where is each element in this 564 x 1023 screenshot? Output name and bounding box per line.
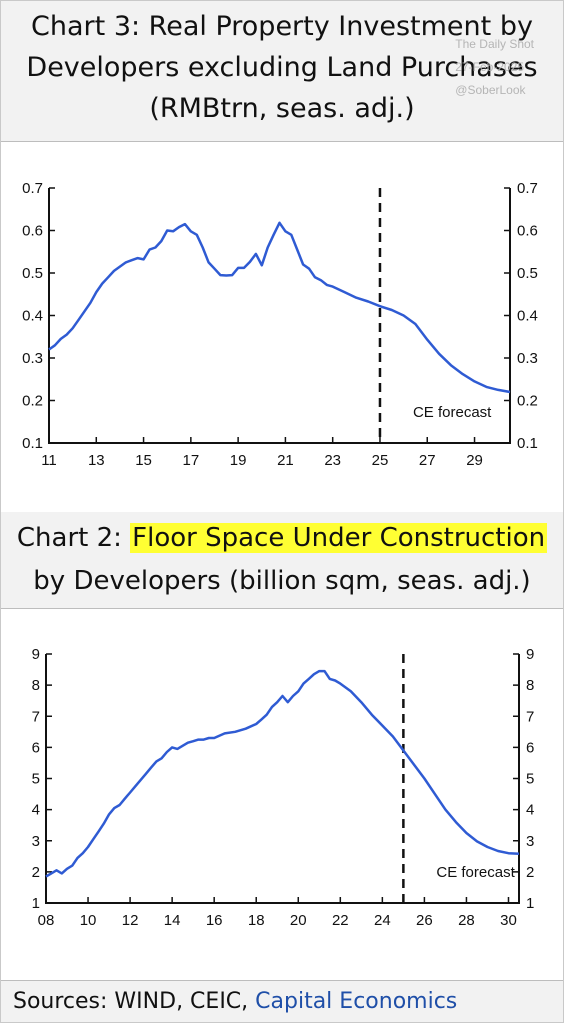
- y-tick-label-right: 7: [526, 708, 534, 725]
- y-tick-label-right: 6: [526, 739, 534, 756]
- sources-prefix: Sources: WIND, CEIC,: [13, 989, 256, 1014]
- y-tick-label-left: 0.2: [22, 393, 43, 410]
- series-line: [45, 669, 520, 878]
- y-tick-label-left: 6: [32, 739, 40, 756]
- y-tick-label-left: 0.3: [22, 350, 43, 367]
- chart-title-line-3: (RMBtrn, seas. adj.): [149, 93, 415, 124]
- y-tick-label-left: 1: [32, 895, 40, 912]
- y-tick-label-right: 0.3: [517, 350, 538, 367]
- y-tick-label-right: 5: [526, 771, 534, 788]
- chart-panel-floor-space: Chart 2: Floor Space Under Construction …: [1, 512, 563, 978]
- chart-title-highlight: Floor Space Under Construction: [130, 523, 548, 553]
- y-tick-label-right: 0.7: [517, 180, 538, 197]
- x-tick-label: 28: [458, 912, 475, 929]
- chart-title-line-2: by Developers (billion sqm, seas. adj.): [33, 566, 531, 596]
- y-tick-label-left: 0.6: [22, 223, 43, 240]
- chart-title-floor-space: Chart 2: Floor Space Under Construction …: [1, 512, 563, 609]
- x-tick-label: 30: [500, 912, 517, 929]
- y-tick-label-left: 8: [32, 677, 40, 694]
- chart-title-investment: Chart 3: Real Property Investment by Dev…: [1, 1, 563, 142]
- x-tick-label: 29: [466, 452, 483, 469]
- x-tick-label: 27: [419, 452, 436, 469]
- y-tick-label-left: 2: [32, 864, 40, 881]
- x-tick-label: 15: [135, 452, 152, 469]
- x-tick-label: 13: [88, 452, 105, 469]
- y-tick-label-right: 0.4: [517, 308, 538, 325]
- chart-title-line-2: Developers excluding Land Purchases: [26, 52, 538, 83]
- watermark-line-3: @SoberLook: [455, 83, 526, 97]
- y-tick-label-right: 0.5: [517, 265, 538, 282]
- x-tick-label: 11: [41, 452, 57, 469]
- y-tick-label-right: 4: [526, 802, 534, 819]
- x-tick-label: 19: [230, 452, 247, 469]
- y-tick-label-right: 2: [526, 864, 534, 881]
- chart-panel-investment: Chart 3: Real Property Investment by Dev…: [1, 1, 563, 498]
- y-tick-label-left: 7: [32, 708, 40, 725]
- x-tick-label: 17: [183, 452, 200, 469]
- x-tick-label: 10: [80, 912, 97, 929]
- forecast-label: CE forecast: [413, 404, 492, 421]
- chart-floor-space-svg: 1 12 23 34 45 56 67 78 89 908 10 12 14 16 18 20 22 24 26 28…: [32, 646, 535, 929]
- x-tick-label: 21: [277, 452, 294, 469]
- x-tick-label: 08: [38, 912, 55, 929]
- y-tick-label-right: 0.6: [517, 223, 538, 240]
- y-tick-label-left: 0.4: [22, 308, 43, 325]
- y-tick-label-left: 9: [32, 646, 40, 663]
- watermark: The Daily Shot 27-Feb-2025 @SoberLook: [455, 33, 534, 102]
- watermark-line-2: 27-Feb-2025: [455, 60, 525, 74]
- chart-title-prefix: Chart 2:: [16, 523, 131, 553]
- y-tick-label-right: 0.1: [517, 435, 538, 452]
- x-tick-label: 14: [164, 912, 181, 929]
- y-tick-label-left: 3: [32, 833, 40, 850]
- watermark-line-1: The Daily Shot: [455, 37, 534, 51]
- chart-title-line-1: Chart 3: Real Property Investment by: [31, 11, 533, 42]
- x-tick-label: 18: [248, 912, 265, 929]
- y-tick-label-left: 0.7: [22, 180, 43, 197]
- chart-investment-svg: 0.1 0.1 0.2 0.2 0.3 0.3 0.4 0.4 0.5 0.5 0.6 0.6 0.7 0…: [22, 180, 538, 469]
- y-tick-label-left: 0.5: [22, 265, 43, 282]
- x-tick-label: 26: [416, 912, 433, 929]
- sources-footer: Sources: WIND, CEIC, Capital Economics: [1, 980, 563, 1022]
- x-tick-label: 16: [206, 912, 223, 929]
- sources-link[interactable]: Capital Economics: [255, 989, 458, 1014]
- x-tick-label: 22: [332, 912, 349, 929]
- y-tick-label-right: 8: [526, 677, 534, 694]
- series-line: [48, 221, 511, 394]
- y-tick-label-right: 9: [526, 646, 534, 663]
- x-tick-label: 24: [374, 912, 391, 929]
- x-tick-label: 12: [122, 912, 139, 929]
- y-tick-label-left: 4: [32, 802, 40, 819]
- y-tick-label-left: 0.1: [22, 435, 43, 452]
- y-tick-label-right: 1: [526, 895, 534, 912]
- y-tick-label-right: 0.2: [517, 393, 538, 410]
- forecast-label: CE forecast: [436, 864, 515, 881]
- x-tick-label: 23: [324, 452, 341, 469]
- x-tick-label: 25: [372, 452, 389, 469]
- y-tick-label-left: 5: [32, 771, 40, 788]
- y-tick-label-right: 3: [526, 833, 534, 850]
- x-tick-label: 20: [290, 912, 307, 929]
- chart-title-line-1: Chart 2: Floor Space Under Construction: [1, 517, 563, 560]
